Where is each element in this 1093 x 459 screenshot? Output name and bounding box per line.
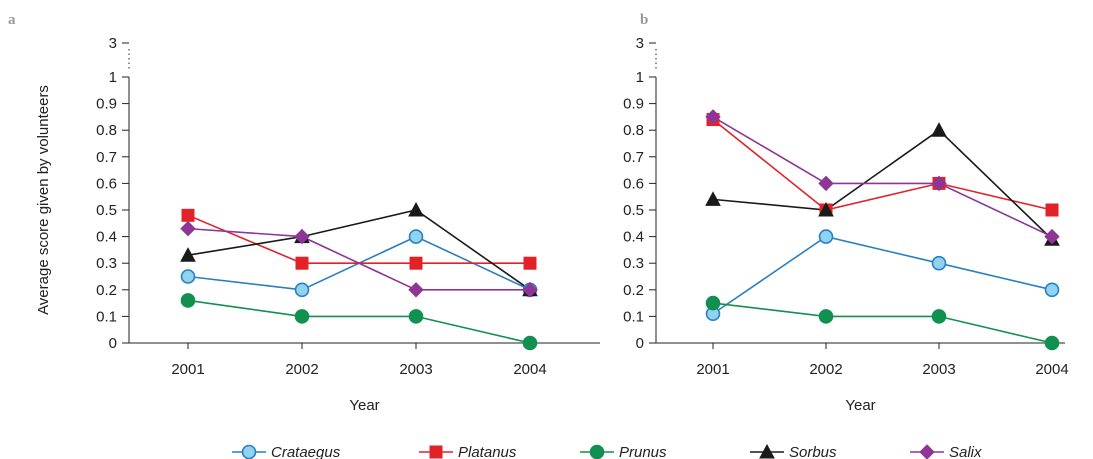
y-tick-label: 1	[636, 69, 644, 86]
y-tick-label: 0.4	[623, 229, 644, 246]
series-line-salix	[187, 227, 530, 291]
data-point-platanus	[295, 256, 309, 270]
data-point-prunus	[294, 309, 310, 324]
y-axis-title: Average score given by volunteers	[35, 85, 52, 315]
y-tick-label: 0.8	[96, 122, 117, 139]
data-point-platanus	[1045, 203, 1059, 217]
panel-label-a: a	[8, 12, 16, 28]
data-point-prunus	[705, 295, 721, 311]
legend-marker-sorbus	[759, 443, 775, 459]
y-break-tick-label: 3	[636, 35, 644, 52]
y-tick-label: 1	[109, 69, 117, 86]
series-line-prunus	[187, 299, 531, 344]
data-point-platanus	[181, 208, 195, 222]
y-tick-label: 0.7	[623, 149, 644, 166]
data-point-salix	[705, 109, 721, 125]
data-point-sorbus	[818, 201, 834, 217]
x-tick-label: 2001	[696, 361, 729, 378]
data-point-sorbus	[408, 201, 424, 217]
data-point-crataegus	[408, 229, 424, 244]
data-point-crataegus	[294, 282, 310, 298]
series-line-sorbus	[187, 209, 531, 291]
x-tick-label: 2003	[399, 361, 432, 378]
data-point-platanus	[523, 256, 537, 270]
y-tick-label: 0.8	[623, 122, 644, 139]
x-axis-title: Year	[845, 397, 875, 414]
y-tick-label: 0	[636, 335, 644, 352]
data-point-sorbus	[705, 191, 721, 206]
data-point-prunus	[180, 293, 196, 308]
data-point-salix	[408, 282, 424, 298]
legend-label-salix: Salix	[949, 444, 982, 459]
y-tick-label: 0	[109, 335, 117, 352]
y-break-tick-label: 3	[109, 35, 117, 52]
data-point-sorbus	[931, 122, 947, 137]
legend-marker-salix	[919, 444, 935, 459]
y-tick-label: 0.9	[623, 96, 644, 113]
series-line-crataegus	[712, 235, 1053, 315]
y-tick-label: 0.1	[623, 308, 644, 325]
data-point-salix	[180, 220, 196, 237]
x-tick-label: 2004	[513, 361, 546, 378]
y-tick-label: 0.9	[96, 96, 117, 113]
x-tick-label: 2003	[922, 361, 955, 378]
y-tick-label: 0.2	[96, 282, 117, 299]
legend-label-platanus: Platanus	[458, 444, 517, 459]
data-point-platanus	[409, 256, 423, 270]
series-line-prunus	[712, 302, 1053, 344]
series-line-sorbus	[712, 129, 1053, 240]
series-line-salix	[712, 116, 1053, 238]
data-point-crataegus	[818, 229, 834, 244]
y-tick-label: 0.5	[623, 202, 644, 219]
x-tick-label: 2001	[171, 361, 204, 378]
legend-label-prunus: Prunus	[619, 444, 667, 459]
data-point-salix	[931, 175, 947, 192]
data-point-crataegus	[1044, 282, 1060, 298]
data-point-prunus	[522, 335, 538, 351]
y-tick-label: 0.6	[96, 175, 117, 192]
y-tick-label: 0.2	[623, 282, 644, 299]
data-point-salix	[818, 175, 834, 192]
data-point-sorbus	[180, 247, 196, 262]
x-tick-label: 2002	[809, 361, 842, 378]
y-tick-label: 0.1	[96, 308, 117, 325]
data-point-salix	[522, 282, 538, 298]
x-axis-title: Year	[349, 397, 379, 414]
y-tick-label: 0.6	[623, 175, 644, 192]
y-tick-label: 0.7	[96, 149, 117, 166]
legend-marker-prunus	[589, 444, 605, 459]
data-point-crataegus	[180, 269, 196, 284]
data-point-prunus	[931, 309, 947, 324]
legend-marker-platanus	[429, 445, 443, 459]
data-point-prunus	[408, 309, 424, 324]
y-tick-label: 0.5	[96, 202, 117, 219]
data-point-crataegus	[931, 255, 947, 271]
y-tick-label: 0.4	[96, 229, 117, 246]
data-point-salix	[1044, 228, 1060, 245]
legend-label-crataegus: Crataegus	[271, 444, 341, 459]
data-point-prunus	[818, 309, 834, 324]
data-point-salix	[294, 228, 310, 245]
data-point-prunus	[1044, 335, 1060, 351]
x-tick-label: 2004	[1035, 361, 1068, 378]
y-tick-label: 0.3	[96, 255, 117, 272]
series-line-platanus	[712, 118, 1053, 211]
legend-marker-crataegus	[241, 444, 257, 459]
legend-label-sorbus: Sorbus	[789, 444, 837, 459]
y-tick-label: 0.3	[623, 255, 644, 272]
panel-label-b: b	[640, 12, 648, 28]
x-tick-label: 2002	[285, 361, 318, 378]
